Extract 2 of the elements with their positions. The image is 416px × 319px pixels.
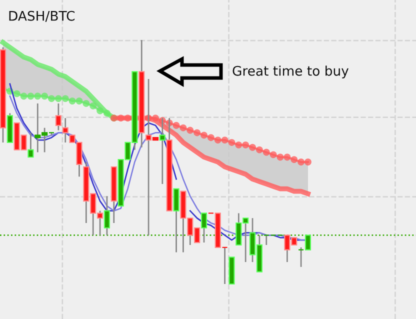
annotation: Great time to buy — [232, 66, 349, 78]
chart-title: DASH/BTC — [9, 10, 75, 22]
